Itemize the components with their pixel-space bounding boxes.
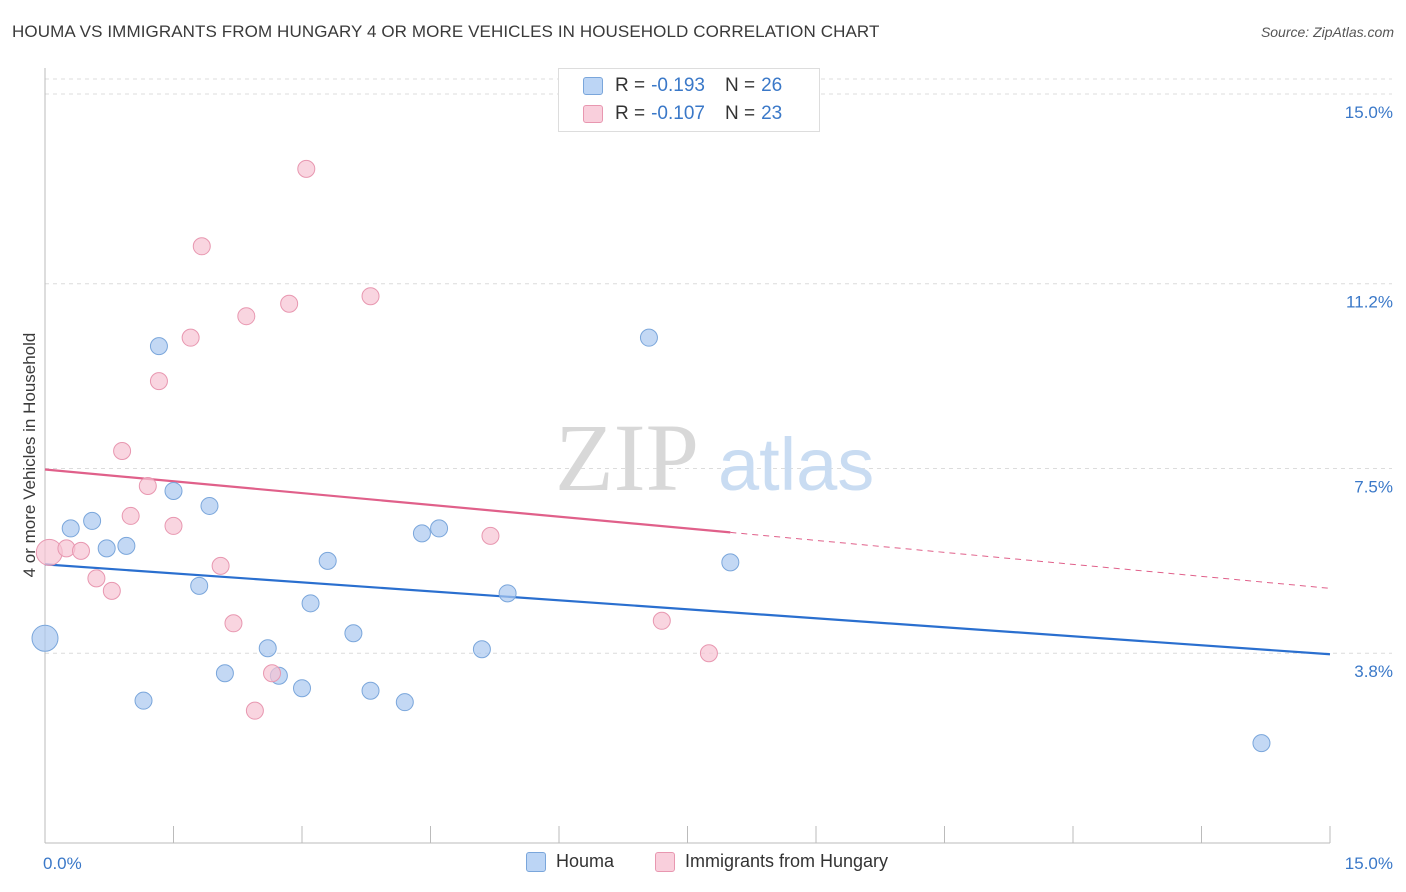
data-point-hungary [211, 556, 230, 575]
data-point-houma [430, 519, 449, 538]
data-point-hungary [164, 516, 183, 535]
r-label: R = [615, 75, 646, 96]
y-axis-label: 4 or more Vehicles in Household [20, 332, 39, 578]
trend-line-1 [44, 468, 731, 534]
watermark-atlas: atlas [718, 423, 874, 506]
watermark: ZIP atlas [555, 404, 874, 511]
data-point-houma [149, 337, 168, 356]
data-point-hungary [481, 526, 500, 545]
data-point-houma [293, 679, 311, 698]
data-point-houma [361, 681, 380, 700]
r-label: R = [615, 103, 646, 124]
data-point-houma [395, 693, 414, 712]
data-point-hungary [192, 237, 211, 256]
data-point-houma [1252, 734, 1271, 753]
data-point-hungary [181, 328, 200, 347]
data-point-hungary [652, 611, 671, 630]
n-value: 23 [761, 103, 783, 124]
data-point-hungary [121, 506, 140, 525]
hungary-legend-label: Immigrants from Hungary [685, 851, 889, 871]
data-points [31, 159, 1271, 753]
data-point-houma [639, 328, 658, 347]
r-value: -0.193 [651, 75, 705, 96]
data-point-hungary [361, 287, 380, 306]
data-point-houma [318, 551, 337, 570]
x-tick-label-min: 0.0% [43, 854, 82, 873]
data-point-hungary [297, 159, 316, 178]
data-point-hungary [280, 294, 299, 313]
data-point-houma [472, 640, 491, 659]
correlation-legend: R = -0.193 N = 26 R = -0.107 N = 23 [558, 68, 820, 132]
data-point-houma [721, 553, 740, 572]
houma-swatch [583, 77, 603, 95]
n-value: 26 [761, 75, 783, 96]
tick-labels: 3.8% 7.5% 11.2% 15.0% 0.0% 15.0% [43, 103, 1393, 873]
data-point-hungary [263, 664, 282, 683]
data-point-houma [498, 584, 517, 603]
data-point-houma [83, 511, 102, 530]
series-legend: Houma Immigrants from Hungary [0, 851, 1406, 877]
chart-title: HOUMA VS IMMIGRANTS FROM HUNGARY 4 OR MO… [12, 22, 880, 41]
axes [44, 68, 1331, 844]
houma-legend-label: Houma [556, 851, 615, 871]
data-point-hungary [245, 701, 264, 720]
data-point-hungary [71, 541, 90, 560]
data-point-houma [61, 519, 80, 538]
source-label: Source: ZipAtlas.com [1260, 24, 1394, 40]
x-tick-label-max: 15.0% [1345, 854, 1393, 873]
r-value: -0.107 [651, 103, 705, 124]
data-point-houma [31, 624, 59, 652]
legend-row-houma: R = -0.193 N = 26 [583, 73, 782, 99]
y-tick-label: 3.8% [1354, 662, 1393, 681]
data-point-houma [215, 664, 234, 683]
data-point-houma [97, 539, 116, 558]
y-tick-label: 15.0% [1345, 103, 1393, 122]
legend-item-hungary: Immigrants from Hungary [655, 851, 888, 872]
data-point-houma [301, 594, 320, 613]
data-point-houma [134, 691, 153, 710]
data-point-houma [412, 524, 431, 543]
data-point-hungary [138, 476, 157, 495]
data-point-houma [164, 481, 183, 500]
gridlines [45, 78, 1392, 654]
y-tick-label: 11.2% [1346, 293, 1393, 312]
trend-line-0 [44, 563, 1331, 656]
watermark-zip: ZIP [555, 404, 699, 511]
hungary-legend-swatch [655, 851, 675, 872]
n-label: N = [724, 103, 756, 124]
data-point-hungary [224, 614, 243, 633]
data-point-houma [200, 496, 219, 515]
data-point-hungary [237, 307, 256, 326]
hungary-swatch [583, 105, 603, 123]
data-point-houma [117, 536, 136, 555]
y-tick-label: 7.5% [1354, 477, 1393, 496]
data-point-hungary [87, 569, 106, 588]
data-point-houma [190, 576, 209, 595]
data-point-hungary [699, 644, 718, 663]
trend-lines [44, 468, 1331, 656]
data-point-hungary [149, 372, 168, 391]
n-label: N = [724, 75, 756, 96]
data-point-houma [344, 624, 363, 643]
legend-row-hungary: R = -0.107 N = 23 [583, 101, 782, 127]
legend-item-houma: Houma [526, 851, 614, 872]
houma-legend-swatch [526, 851, 546, 872]
trend-line-extension-1 [730, 531, 1331, 589]
data-point-hungary [102, 581, 121, 600]
data-point-houma [258, 639, 277, 658]
data-point-hungary [113, 442, 132, 461]
